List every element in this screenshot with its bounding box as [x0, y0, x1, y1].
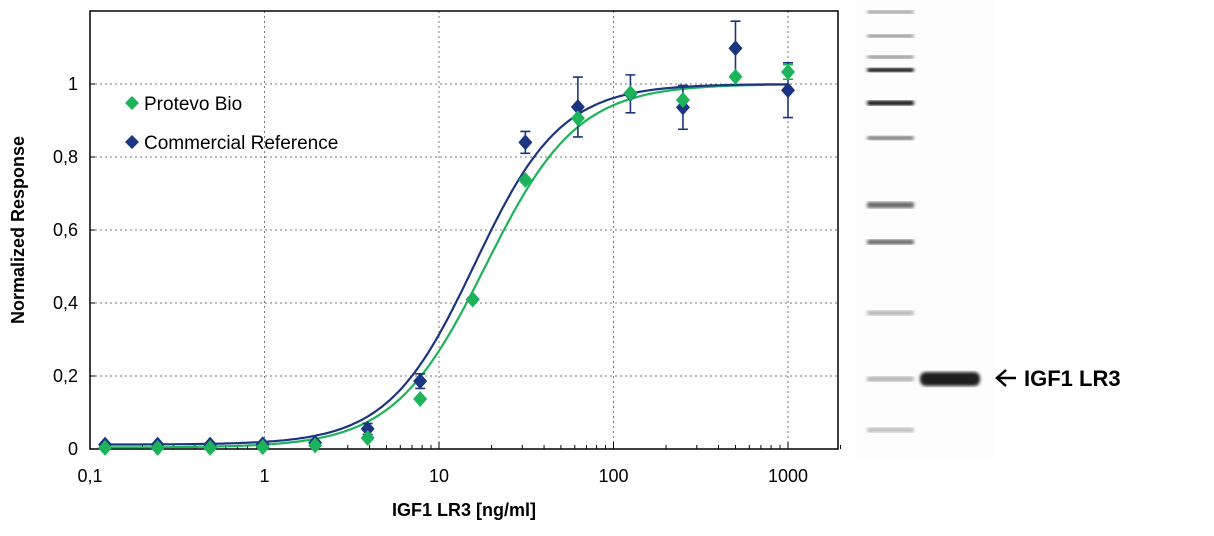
x-axis-label: IGF1 LR3 [ng/ml]: [392, 500, 536, 520]
data-point-1: [360, 420, 375, 437]
y-tick-label: 0,2: [53, 366, 78, 386]
ladder-band: [867, 310, 914, 316]
data-point-1: [570, 98, 585, 115]
ladder-band: [867, 10, 914, 14]
x-tick-label: 100: [598, 466, 628, 486]
x-tick-label: 0,1: [77, 466, 102, 486]
y-tick-label: 0,4: [53, 293, 78, 313]
x-tick-label: 10: [429, 466, 449, 486]
band-label: IGF1 LR3: [1024, 366, 1121, 391]
band-annotation: IGF1 LR3: [995, 366, 1121, 391]
data-point-0: [203, 439, 218, 456]
y-tick-label: 0,8: [53, 147, 78, 167]
data-point-0: [360, 430, 375, 447]
sample-band: [920, 372, 980, 386]
data-points: [98, 20, 795, 456]
data-point-0: [570, 110, 585, 127]
y-tick-label: 1: [68, 74, 78, 94]
y-tick-label: 0,6: [53, 220, 78, 240]
fit-curve-1: [103, 83, 788, 446]
legend: Protevo Bio Commercial Reference: [125, 94, 338, 154]
x-tick-label: 1000: [768, 466, 808, 486]
y-tick-label: 0: [68, 439, 78, 459]
fit-curve-0: [103, 83, 788, 449]
ladder-band: [867, 100, 914, 106]
data-point-1: [781, 82, 795, 99]
data-point-0: [728, 68, 743, 85]
ladder-band: [867, 427, 914, 433]
data-point-1: [518, 134, 533, 151]
data-point-1: [728, 40, 743, 57]
data-point-0: [150, 439, 165, 456]
axis-ticks: 0,1 1 10 100 1000 0 0,2 0,4 0,6 0,8 1: [53, 74, 842, 486]
data-point-0: [675, 92, 690, 109]
data-point-0: [255, 439, 270, 456]
arrow-left-icon: [995, 369, 1016, 387]
ladder-band: [867, 202, 914, 208]
ladder-band: [867, 34, 914, 38]
grid: [90, 11, 838, 449]
gel-image: [855, 0, 995, 460]
ladder-band: [867, 376, 914, 382]
data-point-0: [308, 437, 323, 454]
ladder-band: [867, 68, 914, 72]
data-point-0: [781, 63, 795, 80]
legend-marker-protevo: [125, 96, 139, 110]
data-point-0: [518, 171, 533, 188]
data-point-0: [98, 439, 113, 456]
y-axis-label: Normalized Response: [8, 136, 28, 324]
ladder-band: [867, 239, 914, 245]
data-point-0: [465, 291, 480, 308]
x-tick-label: 1: [259, 466, 269, 486]
data-point-1: [413, 373, 428, 390]
data-point-0: [623, 85, 638, 102]
legend-label-commercial: Commercial Reference: [144, 133, 338, 154]
legend-label-protevo: Protevo Bio: [144, 94, 242, 115]
ladder-band: [867, 136, 914, 140]
data-point-0: [413, 390, 428, 407]
ladder-band: [867, 55, 914, 59]
fit-curves: [103, 83, 788, 449]
legend-marker-commercial: [125, 135, 139, 149]
